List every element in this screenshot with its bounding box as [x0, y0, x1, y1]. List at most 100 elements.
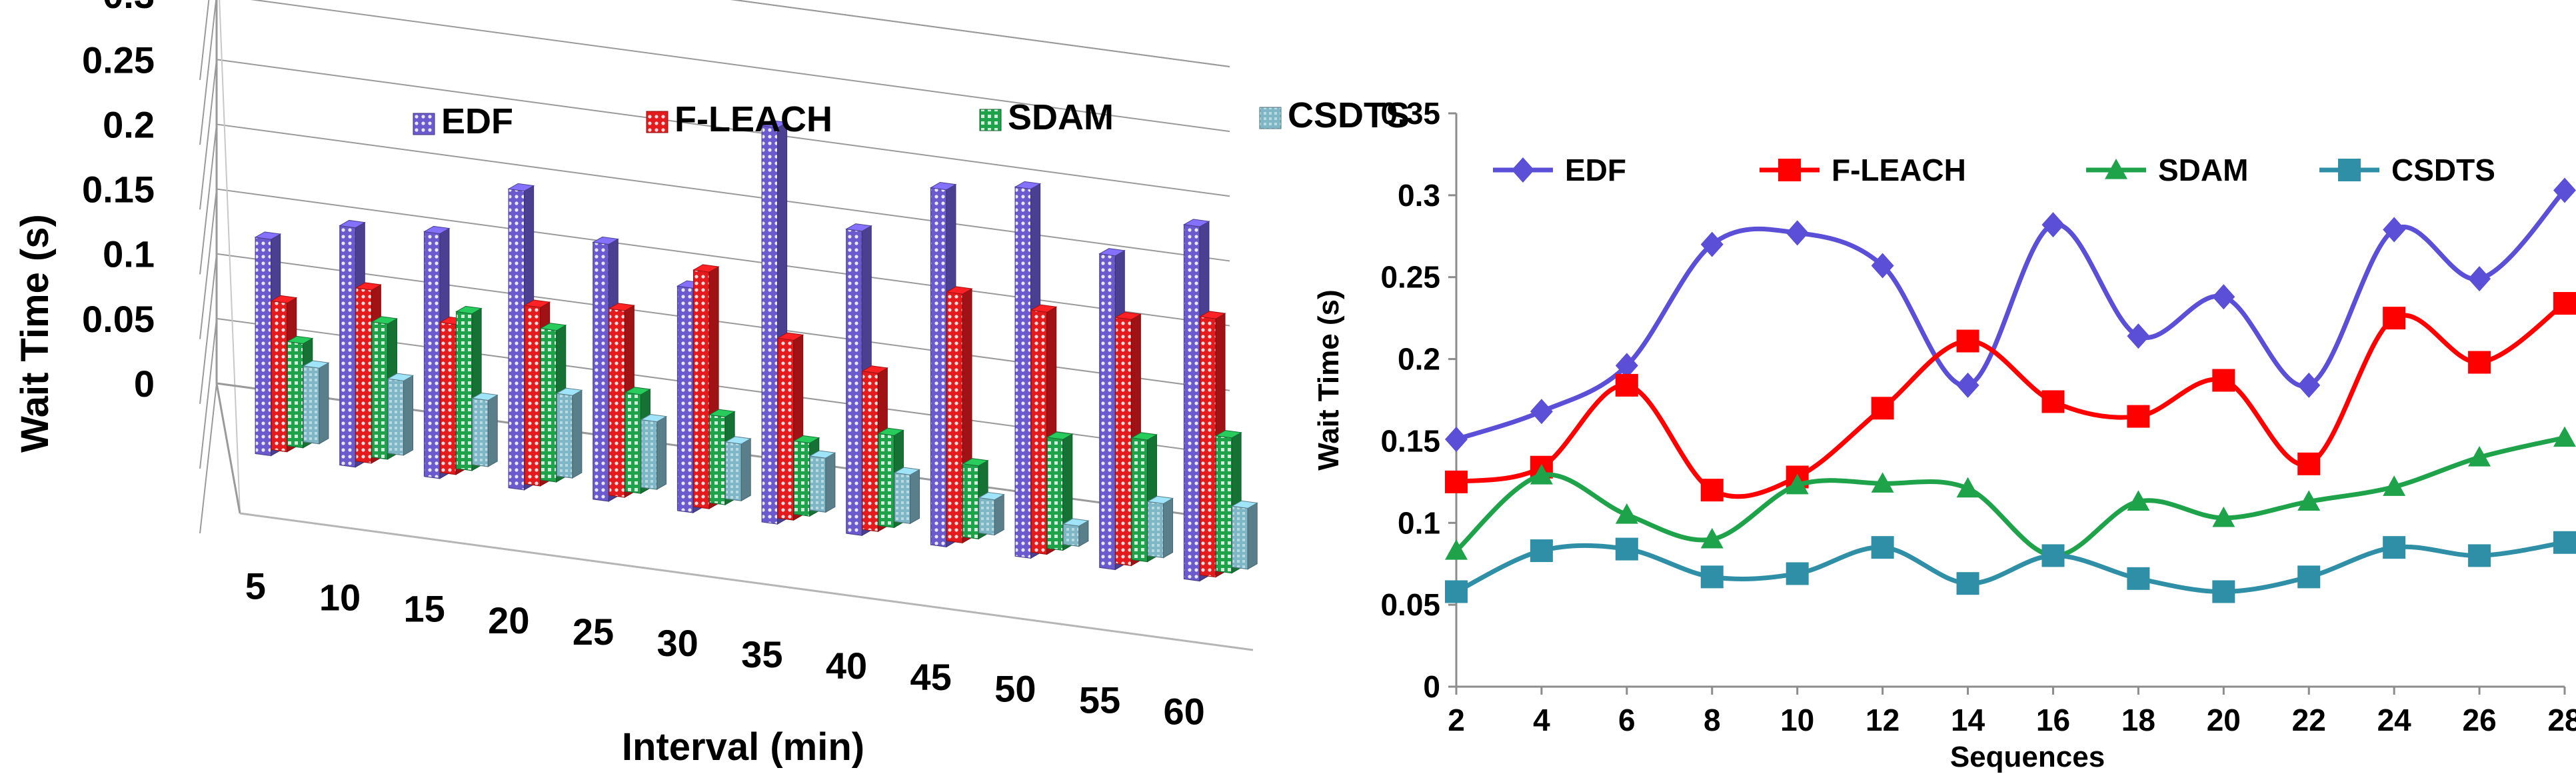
bar-chart-x-ticks: 5 10 15 20 25 30 35 40 45 50 55 60	[245, 565, 1205, 733]
bar-top-face	[270, 295, 298, 304]
data-point-csdts-8	[1700, 565, 1724, 589]
x-tick-label: 45	[910, 656, 952, 698]
data-point-sdam-4	[1530, 464, 1553, 485]
data-point-edf-10	[1786, 220, 1809, 246]
gridline-side	[199, 124, 217, 275]
data-point-edf-14	[1956, 372, 1979, 398]
legend-marker	[1512, 157, 1534, 183]
x-tick-label: 16	[2036, 703, 2070, 737]
data-point-edf-2	[1445, 426, 1468, 452]
bar-top-face	[423, 225, 451, 235]
bar-top-face	[1182, 219, 1210, 227]
legend-swatch-edf	[413, 113, 435, 135]
y-tick-label: 0.25	[82, 39, 155, 81]
line-chart-x-axis-title: Sequences	[1950, 741, 2105, 773]
bar-csdts-60	[1231, 500, 1258, 570]
gridline-side	[199, 318, 217, 469]
bar-top-face	[1098, 248, 1126, 257]
legend-label-f-leach: F-LEACH	[674, 99, 832, 139]
bar-front-face	[540, 327, 557, 483]
x-tick-label: 12	[1866, 703, 1900, 737]
series-line-f-leach	[1456, 301, 2567, 499]
y-tick-label: 0.05	[82, 298, 155, 340]
gridline-side	[199, 253, 217, 404]
y-tick-label: 0.15	[1380, 423, 1440, 458]
bar-side-face	[1163, 497, 1174, 559]
y-tick-label: 0	[134, 363, 155, 405]
bar-chart-panel: 00.050.10.150.20.250.30.35 5101520253035…	[13, 0, 1410, 769]
data-point-csdts-12	[1871, 536, 1894, 559]
data-point-sdam-12	[1871, 472, 1894, 493]
legend-entry-edf: EDF	[1493, 153, 1626, 187]
bar-top-face	[539, 323, 567, 331]
data-point-sdam-20	[2212, 506, 2235, 527]
y-tick-label: 0.15	[82, 169, 155, 211]
data-point-sdam-18	[2127, 490, 2150, 511]
data-point-sdam-24	[2383, 475, 2406, 496]
data-point-f-leach-24	[2383, 307, 2406, 330]
bar-front-face	[255, 237, 272, 457]
bar-csdts-35	[808, 450, 836, 513]
bar-top-face	[1014, 181, 1042, 190]
x-tick-label: 18	[2121, 703, 2155, 737]
data-point-sdam-8	[1700, 527, 1724, 549]
data-point-f-leach-18	[2127, 405, 2150, 428]
bar-csdts-50	[1062, 518, 1090, 547]
gridline-side	[199, 189, 217, 339]
bar-front-face	[946, 291, 963, 544]
bar-front-face	[1147, 501, 1164, 559]
bar-top-face	[724, 436, 752, 445]
bar-front-face	[439, 321, 457, 475]
x-tick-label: 24	[2377, 703, 2412, 737]
bar-front-face	[1014, 186, 1032, 559]
bar-top-face	[624, 387, 651, 395]
legend-swatch-sdam	[979, 109, 1002, 131]
data-point-f-leach-8	[1700, 479, 1724, 502]
bar-csdts-45	[978, 492, 1005, 536]
legend-entry-csdts: CSDTS	[2319, 153, 2495, 187]
data-point-csdts-22	[2297, 565, 2321, 589]
data-point-edf-6	[1615, 353, 1638, 379]
bar-front-face	[303, 365, 320, 445]
bar-top-face	[455, 305, 483, 315]
bar-top-face	[1231, 500, 1258, 509]
bar-side-face	[572, 389, 583, 479]
bar-top-face	[845, 223, 872, 232]
bar-top-face	[254, 231, 282, 240]
bar-top-face	[1146, 495, 1174, 504]
line-chart-x-ticks: 2 4 6 8 10 12 14 16 18 20 22 24 26 28	[1448, 703, 2576, 737]
bar-front-face	[809, 455, 826, 513]
y-tick-label: 0.05	[1380, 587, 1440, 622]
bar-top-face	[471, 392, 499, 401]
legend-label-csdts: CSDTS	[1288, 95, 1410, 135]
bar-csdts-15	[471, 392, 499, 467]
series-line-edf	[1455, 189, 2567, 442]
bar-csdts-5	[302, 360, 330, 445]
bar-top-face	[507, 183, 535, 192]
bar-front-face	[978, 497, 995, 536]
bar-front-face	[456, 311, 473, 471]
data-point-edf-20	[2212, 284, 2235, 310]
data-point-sdam-2	[1445, 539, 1468, 560]
bar-chart-y-ticks: 00.050.10.150.20.250.30.35	[82, 0, 155, 405]
bar-front-face	[524, 305, 541, 487]
data-point-sdam-10	[1786, 473, 1809, 495]
bar-front-face	[692, 269, 710, 509]
bar-top-face	[808, 450, 836, 459]
bar-front-face	[1046, 437, 1064, 551]
bar-top-face	[946, 286, 973, 295]
data-point-csdts-26	[2468, 544, 2491, 567]
line-chart-legend: EDF F-LEACH SDAM CSDTS	[1493, 153, 2495, 187]
bar-top-face	[1215, 430, 1242, 439]
bar-side-face	[656, 415, 667, 490]
bar-top-face	[708, 409, 736, 417]
legend-label: CSDTS	[2391, 153, 2495, 187]
legend-swatch-f-leach	[646, 111, 668, 133]
bar-top-face	[1062, 518, 1090, 527]
x-tick-label: 10	[1780, 703, 1814, 737]
y-tick-label: 0.25	[1380, 260, 1440, 295]
bar-top-face	[978, 492, 1005, 501]
y-tick-label: 0.2	[1398, 342, 1440, 377]
floor-side-edge	[215, 383, 241, 514]
